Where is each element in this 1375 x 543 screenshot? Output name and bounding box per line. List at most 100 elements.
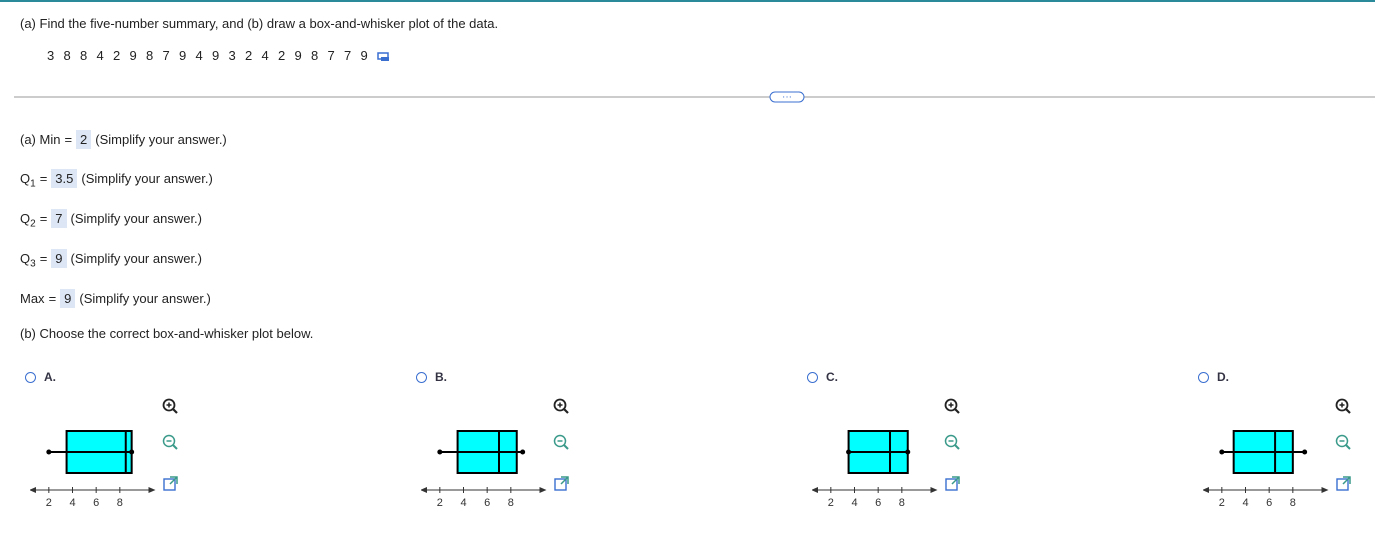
answer-value[interactable]: 9: [51, 249, 67, 268]
open-window-button[interactable]: [944, 475, 961, 492]
answer-subscript: 2: [30, 218, 36, 230]
open-window-button[interactable]: [162, 475, 179, 492]
data-value: 8: [80, 48, 88, 63]
min-point: [437, 449, 443, 455]
x-tick-label: 8: [899, 497, 905, 509]
answer-row: Q3 = 9 (Simplify your answer.): [20, 249, 202, 270]
option-letter: C.: [826, 370, 838, 384]
x-tick-label: 6: [1266, 497, 1272, 509]
data-value: 7: [327, 48, 335, 63]
x-tick-label: 2: [828, 497, 834, 509]
box-plot: 2 4 6 8: [30, 430, 156, 509]
expand-button[interactable]: [769, 91, 805, 103]
answer-label: Max: [20, 291, 45, 306]
box-plot: 2 4 6 8: [1203, 430, 1329, 509]
data-value: 7: [344, 48, 352, 63]
axis-arrow-right: [930, 487, 938, 493]
min-point: [1219, 449, 1225, 455]
prompt: (a) Find the five-number summary, and (b…: [20, 16, 499, 31]
min-point: [846, 449, 852, 455]
data-copy-icon[interactable]: [377, 51, 391, 63]
data-value: 9: [212, 48, 220, 63]
radio-button[interactable]: [1198, 372, 1209, 383]
max-point: [1302, 449, 1308, 455]
axis-arrow-left: [1203, 487, 1209, 493]
data-value: 7: [162, 48, 170, 63]
answer-hint: (Simplify your answer.): [70, 211, 202, 226]
x-tick-label: 4: [851, 497, 857, 509]
answer-hint: (Simplify your answer.): [95, 132, 227, 147]
option-letter: A.: [44, 370, 56, 384]
data-value: 2: [113, 48, 121, 63]
answer-row: Max = 9 (Simplify your answer.): [20, 289, 211, 308]
option-letter: B.: [435, 370, 447, 384]
part-b-text: (b) Choose the correct box-and-whisker p…: [20, 326, 314, 341]
answer-subscript: 1: [30, 178, 36, 190]
data-value: 4: [195, 48, 203, 63]
radio-button[interactable]: [25, 372, 36, 383]
data-value: 9: [129, 48, 137, 63]
zoom-in-button[interactable]: [162, 398, 179, 415]
equals: =: [39, 171, 48, 186]
equals: =: [39, 211, 48, 226]
x-tick-label: 2: [1219, 497, 1225, 509]
max-point: [520, 449, 526, 455]
x-tick-label: 6: [484, 497, 490, 509]
answer-value[interactable]: 2: [76, 130, 92, 149]
answer-label: Q: [20, 211, 31, 226]
answer-value[interactable]: 9: [60, 289, 76, 308]
answer-label: Q: [20, 251, 31, 266]
equals: =: [64, 132, 73, 147]
answer-hint: (Simplify your answer.): [81, 171, 213, 186]
box-plot: 2 4 6 8: [812, 430, 938, 509]
axis-arrow-left: [30, 487, 36, 493]
answer-hint: (Simplify your answer.): [70, 251, 202, 266]
equals: =: [39, 251, 48, 266]
x-tick-label: 2: [46, 497, 52, 509]
answer-value[interactable]: 7: [51, 209, 67, 228]
x-tick-label: 6: [875, 497, 881, 509]
zoom-out-button[interactable]: [1335, 434, 1352, 451]
answer-row: (a) Min = 2 (Simplify your answer.): [20, 130, 227, 149]
data-value: 8: [311, 48, 319, 63]
axis-arrow-right: [539, 487, 547, 493]
radio-button[interactable]: [807, 372, 818, 383]
answer-value[interactable]: 3.5: [51, 169, 78, 188]
x-tick-label: 8: [1290, 497, 1296, 509]
x-tick-label: 8: [508, 497, 514, 509]
open-window-button[interactable]: [1335, 475, 1352, 492]
x-tick-label: 2: [437, 497, 443, 509]
radio-button[interactable]: [416, 372, 427, 383]
data-value: 2: [245, 48, 253, 63]
zoom-in-button[interactable]: [553, 398, 570, 415]
zoom-out-button[interactable]: [944, 434, 961, 451]
zoom-in-button[interactable]: [944, 398, 961, 415]
option-letter: D.: [1217, 370, 1229, 384]
x-tick-label: 6: [93, 497, 99, 509]
data-value: 9: [294, 48, 302, 63]
equals: =: [48, 291, 57, 306]
answer-label: Q: [20, 171, 31, 186]
answer-row: Q2 = 7 (Simplify your answer.): [20, 209, 202, 230]
axis-arrow-left: [421, 487, 427, 493]
answer-row: Q1 = 3.5 (Simplify your answer.): [20, 169, 213, 190]
x-tick-label: 8: [117, 497, 123, 509]
answer-label: (a) Min: [20, 132, 61, 147]
zoom-out-button[interactable]: [553, 434, 570, 451]
zoom-out-button[interactable]: [162, 434, 179, 451]
x-tick-label: 4: [69, 497, 75, 509]
zoom-in-button[interactable]: [1335, 398, 1352, 415]
x-tick-label: 4: [1242, 497, 1248, 509]
data-value: 2: [278, 48, 286, 63]
axis-arrow-right: [1321, 487, 1329, 493]
axis-arrow-right: [148, 487, 156, 493]
data-value: 9: [360, 48, 368, 63]
open-window-button[interactable]: [553, 475, 570, 492]
data-value: 3: [47, 48, 55, 63]
box-plot: 2 4 6 8: [421, 430, 547, 509]
min-point: [46, 449, 52, 455]
max-point: [129, 449, 135, 455]
svg-text:···: ···: [782, 92, 792, 103]
